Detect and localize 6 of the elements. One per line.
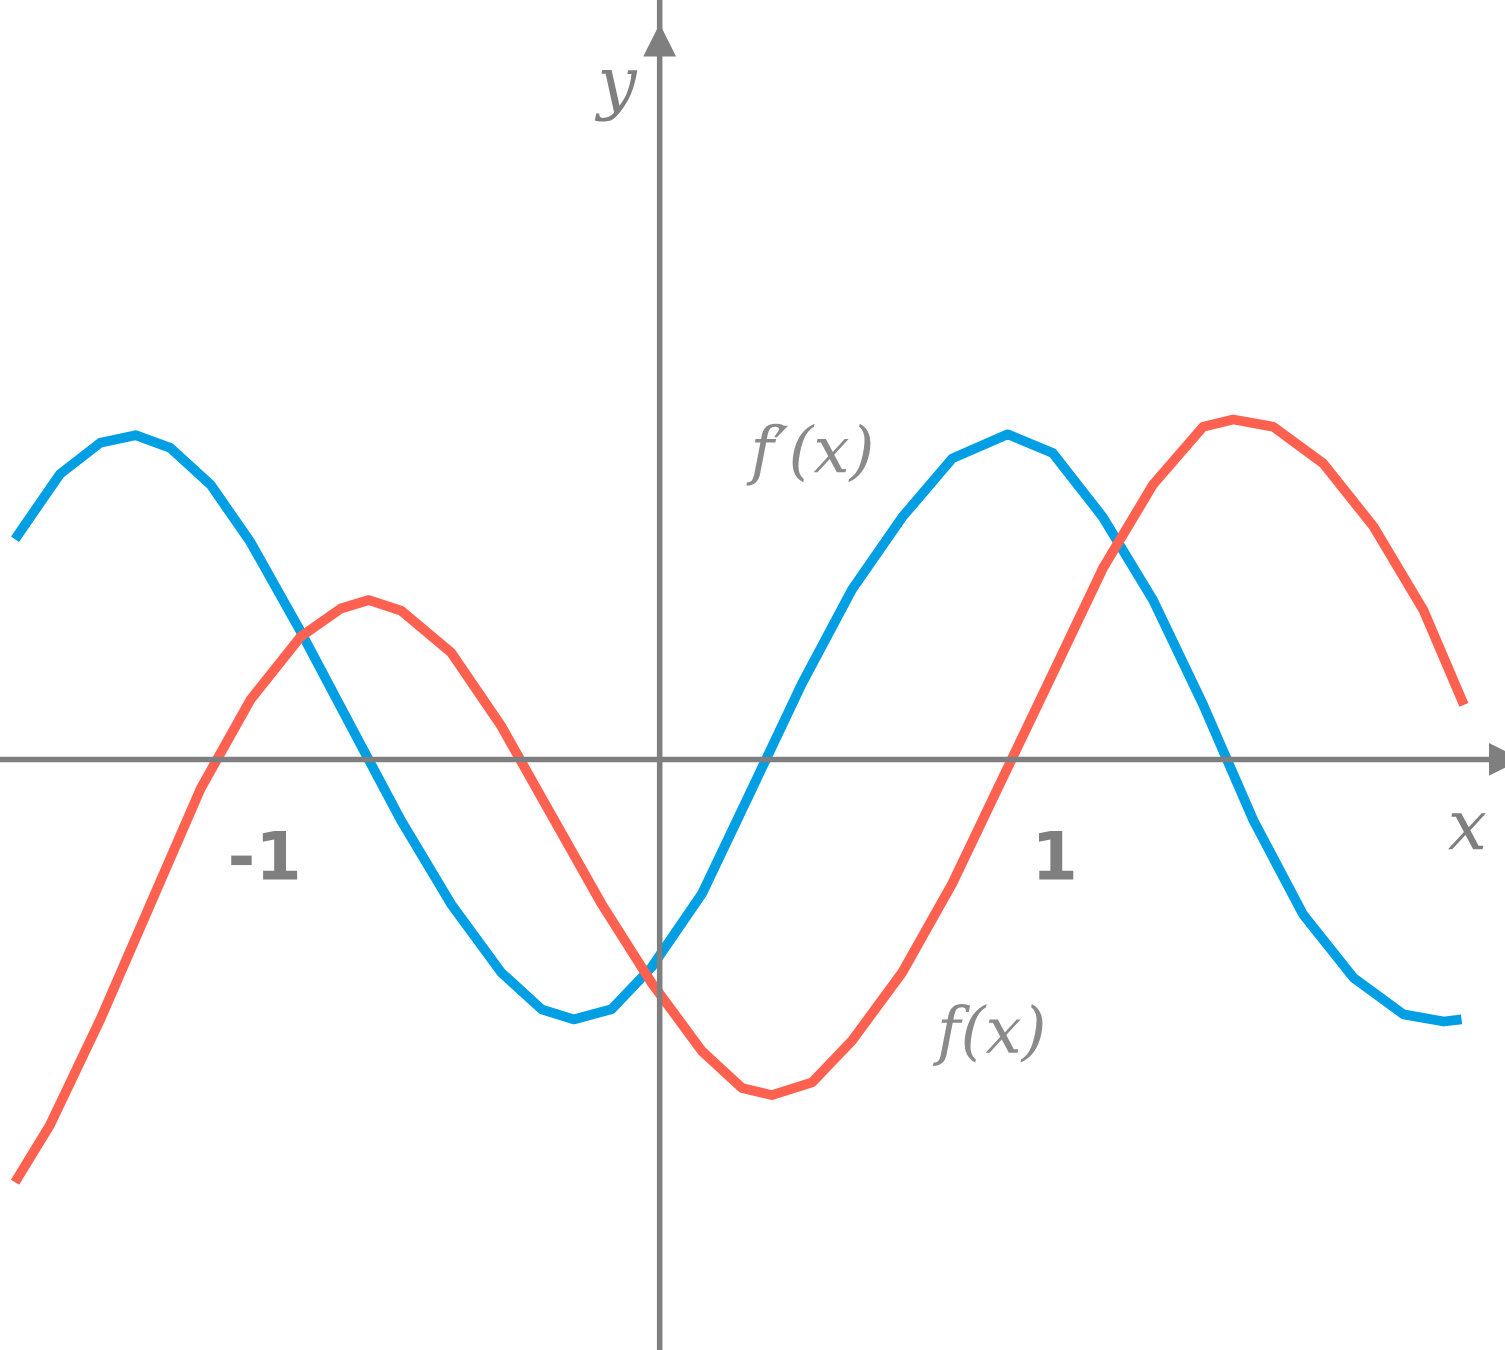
x-tick-label: 1 — [1039, 830, 1074, 880]
series-label: f(x) — [933, 1004, 1043, 1066]
series-label: f′(x) — [746, 423, 871, 486]
x-axis-title: x — [1448, 813, 1486, 850]
x-tick-label: -1 — [231, 830, 298, 880]
y-axis-title: y — [594, 70, 638, 122]
